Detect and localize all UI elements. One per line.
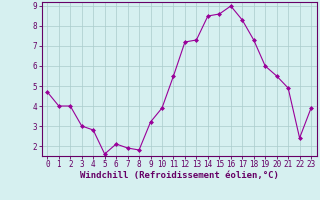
X-axis label: Windchill (Refroidissement éolien,°C): Windchill (Refroidissement éolien,°C) — [80, 171, 279, 180]
